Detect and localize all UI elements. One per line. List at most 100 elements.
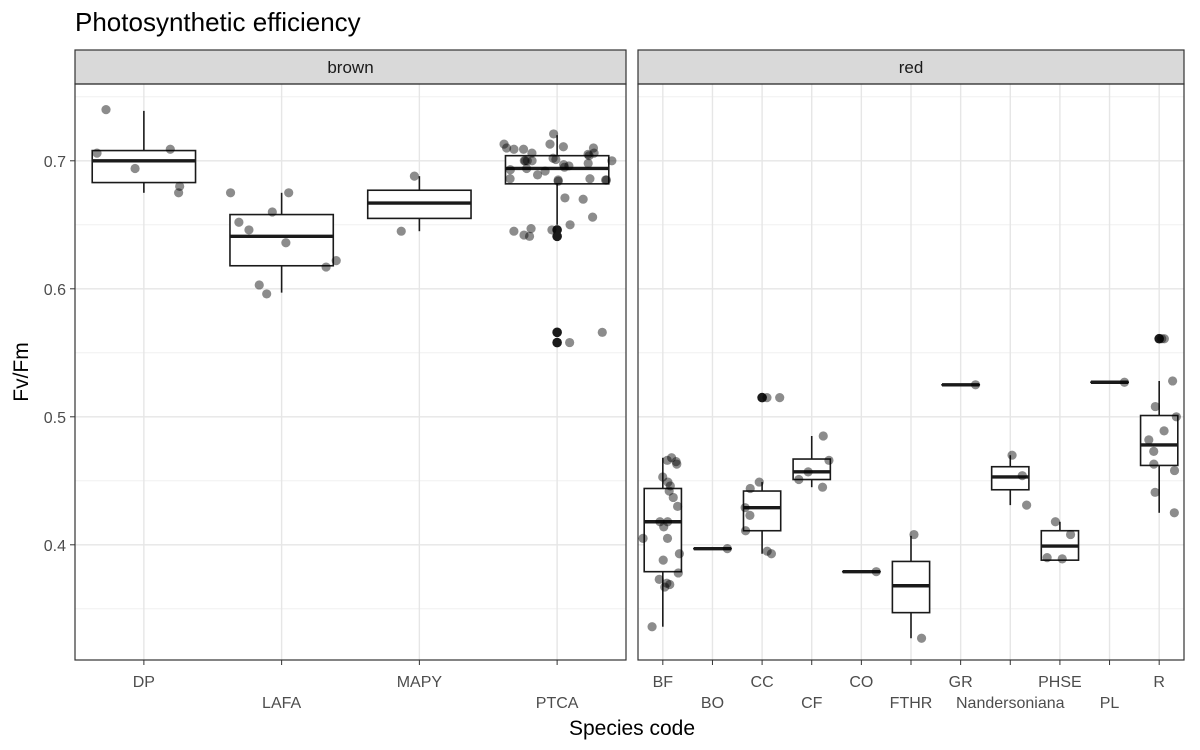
data-point bbox=[664, 486, 674, 496]
data-point bbox=[583, 158, 593, 168]
data-point bbox=[1159, 334, 1169, 344]
x-tick-label: BF bbox=[653, 674, 674, 691]
data-point bbox=[663, 517, 673, 527]
data-point bbox=[1169, 508, 1179, 518]
data-point bbox=[1169, 465, 1180, 476]
data-point bbox=[824, 455, 834, 465]
data-point bbox=[1017, 471, 1027, 481]
data-point bbox=[545, 139, 555, 149]
strip-red bbox=[637, 49, 1185, 85]
boxplot-R bbox=[1139, 333, 1179, 513]
data-point bbox=[666, 453, 677, 463]
y-tick-label: 0.7 bbox=[44, 154, 66, 171]
data-point bbox=[234, 217, 244, 227]
y-axis-title: Fv/Fm bbox=[10, 342, 33, 401]
box bbox=[1139, 414, 1179, 467]
data-point bbox=[548, 153, 558, 163]
data-point bbox=[1159, 426, 1169, 436]
data-point bbox=[92, 148, 102, 158]
data-point bbox=[519, 230, 529, 240]
data-point bbox=[775, 393, 785, 403]
facet-panels: 0.4 0.5 0.6 0.7 brown DP LAFA MAPY PTCA red BF BO CC… bbox=[44, 49, 1185, 712]
data-point bbox=[583, 149, 593, 159]
data-point bbox=[588, 143, 599, 153]
data-point bbox=[607, 156, 617, 166]
data-point bbox=[578, 194, 588, 204]
data-point bbox=[871, 567, 881, 577]
data-point bbox=[1149, 446, 1159, 456]
data-point bbox=[722, 544, 732, 554]
data-point bbox=[673, 501, 683, 511]
data-point bbox=[532, 170, 543, 180]
boxplot-PTCA bbox=[504, 135, 610, 348]
data-point bbox=[659, 522, 669, 532]
data-point bbox=[762, 546, 772, 556]
outlier-point bbox=[552, 231, 562, 242]
data-point bbox=[916, 633, 927, 643]
data-point bbox=[909, 529, 919, 540]
data-point bbox=[662, 578, 672, 588]
y-tick-label: 0.6 bbox=[44, 282, 66, 299]
x-tick-label: CO bbox=[849, 674, 873, 691]
data-point bbox=[321, 262, 331, 272]
data-point bbox=[588, 212, 598, 222]
data-point bbox=[509, 144, 519, 154]
data-point bbox=[267, 207, 277, 217]
data-point bbox=[655, 517, 665, 527]
data-point bbox=[174, 188, 184, 198]
data-point bbox=[638, 533, 648, 544]
box bbox=[792, 458, 832, 481]
data-point bbox=[601, 175, 611, 185]
data-point bbox=[766, 549, 777, 559]
x-tick-label: DP bbox=[133, 674, 155, 691]
data-point bbox=[519, 156, 529, 166]
x-tick-label: FTHR bbox=[890, 695, 933, 712]
strip-label: brown bbox=[327, 58, 373, 77]
outlier-point bbox=[552, 327, 562, 338]
strip-label: red bbox=[899, 58, 924, 77]
data-point bbox=[740, 526, 751, 536]
data-point bbox=[564, 161, 574, 171]
data-point bbox=[658, 472, 668, 482]
data-point bbox=[671, 457, 681, 467]
data-point bbox=[668, 492, 678, 503]
data-point bbox=[1150, 487, 1160, 497]
data-point bbox=[509, 226, 519, 236]
data-point bbox=[1150, 401, 1160, 412]
data-point bbox=[1168, 376, 1178, 386]
panel-red: red BF BO CC CF CO FTHR GR Nandersoniana PHSE PL R bbox=[637, 49, 1185, 712]
x-axis-title: Species code bbox=[569, 717, 695, 740]
data-point bbox=[970, 380, 981, 390]
data-point bbox=[502, 143, 512, 153]
data-point bbox=[499, 139, 509, 149]
data-point bbox=[1065, 529, 1076, 540]
data-point bbox=[754, 477, 764, 487]
outlier-point bbox=[552, 337, 562, 348]
outlier-point bbox=[1154, 333, 1164, 344]
data-point bbox=[818, 431, 828, 441]
data-point bbox=[762, 393, 772, 403]
data-point bbox=[660, 582, 670, 592]
boxplot-Nandersoniana bbox=[990, 455, 1030, 506]
data-point bbox=[527, 156, 537, 166]
data-point bbox=[522, 156, 532, 166]
data-point bbox=[1022, 500, 1032, 510]
data-point bbox=[585, 174, 595, 184]
x-tick-label: R bbox=[1153, 674, 1165, 691]
x-tick-label: LAFA bbox=[262, 695, 301, 712]
box bbox=[91, 149, 197, 184]
boxplot-MAPY bbox=[366, 176, 472, 232]
data-point bbox=[745, 510, 755, 520]
data-point bbox=[647, 622, 657, 632]
data-point bbox=[794, 474, 804, 485]
data-point bbox=[505, 174, 515, 184]
box bbox=[742, 490, 782, 532]
data-point bbox=[520, 156, 530, 166]
chart-title: Photosynthetic efficiency bbox=[75, 7, 361, 37]
data-point bbox=[558, 142, 568, 152]
x-tick-label: PHSE bbox=[1038, 674, 1082, 691]
boxplot-PHSE bbox=[1040, 521, 1080, 561]
data-point bbox=[601, 175, 612, 185]
data-point bbox=[817, 482, 828, 492]
data-point bbox=[1050, 517, 1061, 527]
